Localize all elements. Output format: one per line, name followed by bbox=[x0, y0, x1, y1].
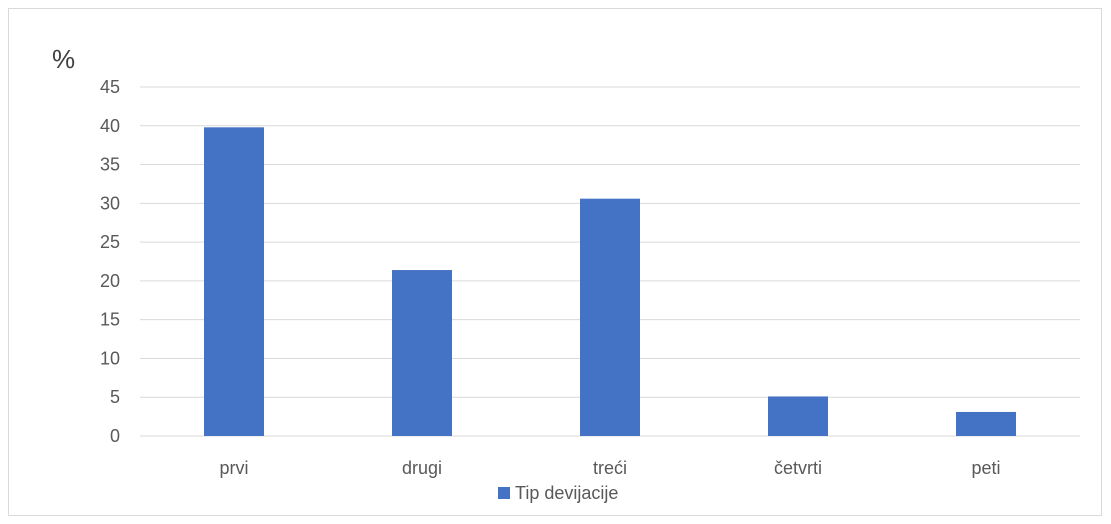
y-tick-label: 45 bbox=[100, 77, 120, 97]
x-tick-label: četvrti bbox=[774, 458, 822, 478]
legend-label: Tip devijacije bbox=[515, 483, 618, 503]
x-tick-label: drugi bbox=[402, 458, 442, 478]
bar-prvi bbox=[204, 127, 264, 436]
bars bbox=[204, 127, 1016, 436]
x-tick-label: peti bbox=[971, 458, 1000, 478]
y-tick-label: 30 bbox=[100, 193, 120, 213]
legend: Tip devijacije bbox=[498, 483, 618, 503]
y-tick-label: 0 bbox=[110, 426, 120, 446]
bar-drugi bbox=[392, 270, 452, 436]
y-tick-label: 35 bbox=[100, 155, 120, 175]
y-tick-label: 20 bbox=[100, 271, 120, 291]
y-axis-unit-label: % bbox=[52, 44, 75, 74]
y-tick-label: 10 bbox=[100, 348, 120, 368]
bar-treći bbox=[580, 198, 640, 436]
y-tick-label: 15 bbox=[100, 310, 120, 330]
x-tick-label: treći bbox=[593, 458, 627, 478]
gridlines bbox=[140, 86, 1080, 437]
legend-swatch bbox=[498, 487, 510, 499]
y-tick-label: 40 bbox=[100, 116, 120, 136]
y-axis-ticks: 0 5 10 15 20 25 30 35 40 45 bbox=[100, 77, 120, 446]
x-tick-label: prvi bbox=[219, 458, 248, 478]
chart-frame bbox=[8, 8, 1102, 516]
bar-četvrti bbox=[768, 396, 828, 436]
x-axis-ticks: prvi drugi treći četvrti peti bbox=[219, 458, 1000, 478]
y-tick-label: 25 bbox=[100, 232, 120, 252]
y-tick-label: 5 bbox=[110, 387, 120, 407]
bar-peti bbox=[956, 411, 1016, 436]
